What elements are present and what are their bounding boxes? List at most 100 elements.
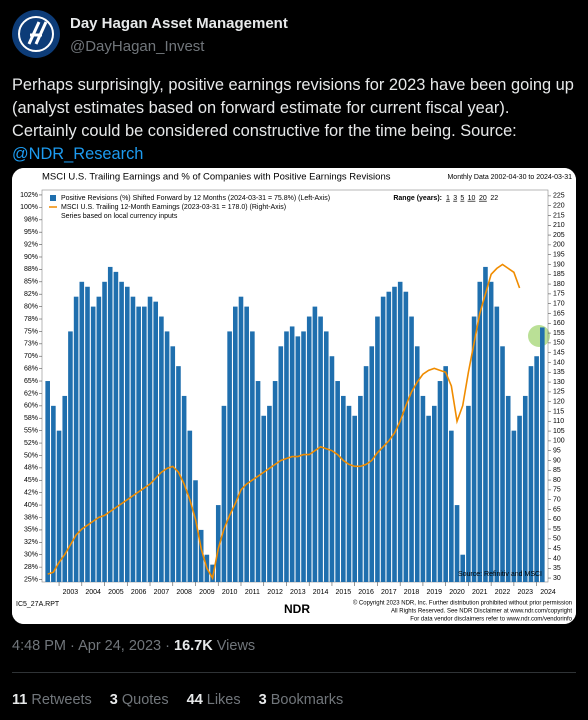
x-tick-label: 2019 (427, 589, 443, 596)
bar (267, 405, 272, 582)
stat[interactable]: 44 Likes (187, 692, 241, 708)
bar (346, 405, 352, 582)
bar (51, 405, 56, 582)
y2-tick-label: 165 (553, 310, 565, 317)
author-handle[interactable]: @DayHagan_Invest (70, 38, 205, 55)
y2-tick-label: 135 (553, 369, 565, 376)
stat-count: 3 (109, 692, 118, 708)
bar (483, 266, 488, 582)
bar (318, 316, 323, 582)
range-option[interactable]: 22 (490, 195, 498, 202)
author-name[interactable]: Day Hagan Asset Management (70, 15, 288, 32)
stat-label: Retweets (31, 692, 92, 708)
bar (341, 395, 346, 582)
x-tick-label: 2012 (267, 589, 283, 596)
stat[interactable]: 3 Bookmarks (259, 692, 344, 708)
x-tick-label: 2013 (290, 589, 306, 596)
x-tick-label: 2006 (131, 589, 147, 596)
bar (181, 395, 187, 582)
bar (437, 381, 443, 582)
bar (369, 346, 375, 582)
stat[interactable]: 11 Retweets (12, 692, 92, 708)
bar (534, 356, 539, 582)
x-tick-label: 2005 (108, 589, 124, 596)
bar (426, 415, 431, 582)
y2-tick-label: 30 (553, 575, 561, 582)
y-tick-label: 85% (24, 279, 38, 286)
avatar[interactable] (12, 10, 60, 58)
copyright: © Copyright 2023 NDR, Inc. Further distr… (353, 600, 572, 607)
y2-tick-label: 175 (553, 291, 565, 298)
y2-tick-label: 75 (553, 487, 561, 494)
y2-tick-label: 130 (553, 379, 565, 386)
mention-link[interactable]: @NDR_Research (12, 145, 144, 163)
x-tick-label: 2008 (176, 589, 192, 596)
y2-tick-label: 85 (553, 467, 561, 474)
y2-tick-label: 55 (553, 526, 561, 533)
tweet-meta: 4:48 PM · Apr 24, 2023 · 16.7K Views (12, 638, 255, 654)
bar (210, 564, 215, 582)
bar (90, 306, 96, 582)
y2-tick-label: 80 (553, 477, 561, 484)
bar (335, 381, 340, 582)
x-tick-label: 2010 (222, 589, 238, 596)
bar (431, 405, 437, 582)
y2-tick-label: 150 (553, 340, 565, 347)
tweet-stats: 11 Retweets 3 Quotes 44 Likes 3 Bookmarks (12, 692, 343, 708)
report-id: IC5_27A.RPT (16, 601, 60, 608)
y-tick-label: 102% (20, 192, 38, 199)
x-tick-label: 2024 (540, 589, 556, 596)
y-tick-label: 40% (24, 502, 38, 509)
y2-tick-label: 205 (553, 232, 565, 239)
chart-note: Series based on local currency inputs (61, 213, 178, 220)
y-tick-label: 88% (24, 266, 38, 273)
y2-tick-label: 60 (553, 516, 561, 523)
timestamp[interactable]: 4:48 PM · Apr 24, 2023 · (12, 638, 175, 654)
x-tick-label: 2014 (313, 589, 329, 596)
range-label: Range (years): (393, 195, 442, 202)
y2-tick-label: 195 (553, 252, 565, 259)
bar (488, 281, 494, 582)
tweet-text: Perhaps surprisingly, positive earnings … (12, 74, 578, 166)
bar (363, 366, 369, 582)
view-count: 16.7K (174, 638, 213, 654)
bar (198, 529, 204, 582)
bar (284, 331, 289, 582)
stat[interactable]: 3 Quotes (110, 692, 169, 708)
bar (107, 266, 113, 582)
bar (215, 505, 221, 582)
x-tick-label: 2007 (154, 589, 170, 596)
bar (238, 296, 244, 582)
bar (102, 281, 107, 582)
bar (420, 395, 426, 582)
y2-tick-label: 90 (553, 457, 561, 464)
bar (272, 381, 278, 582)
y2-tick-label: 215 (553, 212, 565, 219)
range-option[interactable]: 1 (446, 195, 450, 202)
logo: NDR (284, 602, 310, 616)
range-option[interactable]: 3 (453, 195, 457, 202)
y-tick-label: 92% (24, 241, 38, 248)
bar (295, 336, 301, 582)
y2-tick-label: 45 (553, 546, 561, 553)
range-option[interactable]: 10 (468, 195, 476, 202)
y2-tick-label: 225 (553, 193, 565, 200)
range-option[interactable]: 20 (479, 195, 487, 202)
bar (233, 306, 238, 582)
bar (494, 306, 500, 582)
y-tick-label: 68% (24, 365, 38, 372)
y-tick-label: 90% (24, 254, 38, 261)
range-option[interactable]: 5 (460, 195, 464, 202)
bar (460, 554, 466, 582)
plot-frame (41, 189, 549, 583)
bar (56, 430, 62, 582)
bar (471, 316, 477, 582)
y2-tick-label: 200 (553, 242, 565, 249)
y2-tick-label: 110 (553, 418, 564, 425)
y-tick-label: 28% (24, 564, 38, 571)
chart-image[interactable]: MSCI U.S. Trailing Earnings and % of Com… (12, 168, 576, 624)
stat-count: 11 (12, 692, 28, 708)
y2-tick-label: 70 (553, 497, 561, 504)
y-tick-label: 78% (24, 316, 38, 323)
divider (12, 672, 576, 673)
